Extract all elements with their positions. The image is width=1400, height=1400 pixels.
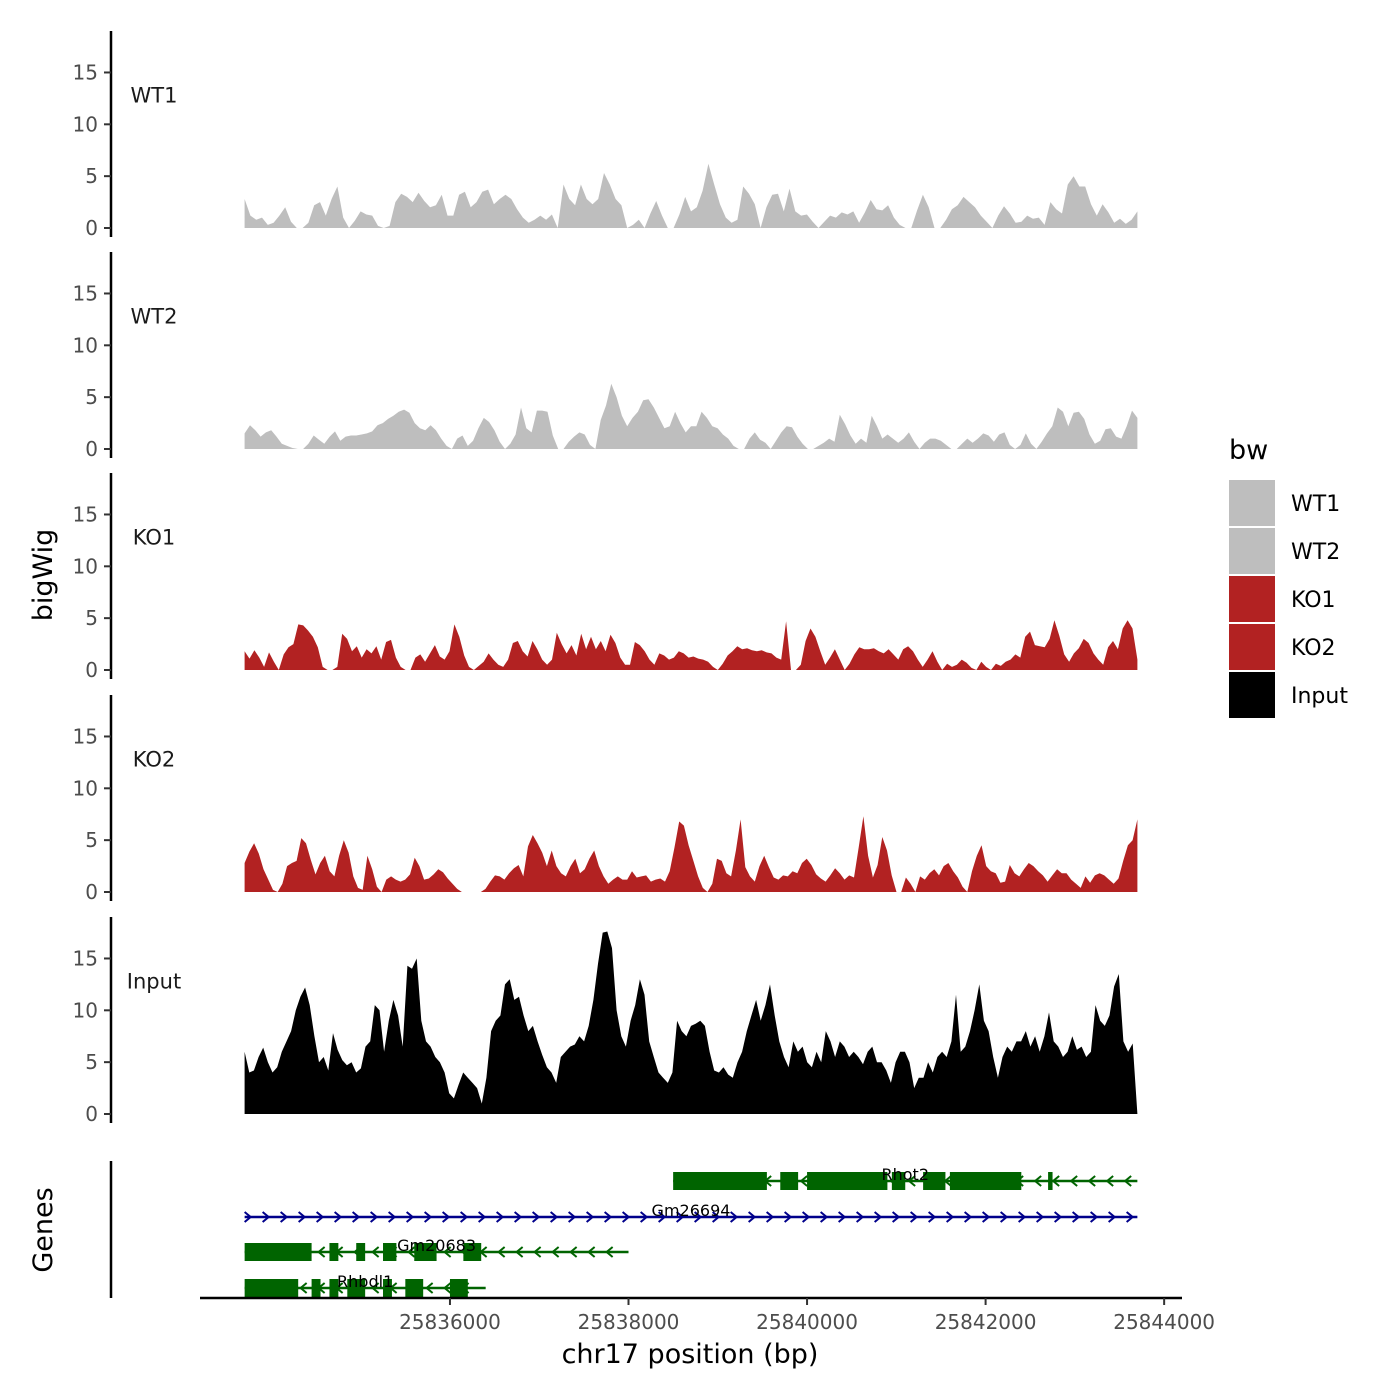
genome-track-figure: 0 5 10 15 WT1 0 5 10 15 WT2 0 5 10 15 KO1 0 5 10 15 KO2 0 5 10… <box>0 0 1400 1400</box>
y-tick-label: 15 <box>73 281 98 305</box>
x-axis-title: chr17 position (bp) <box>562 1339 819 1370</box>
exon <box>329 1243 338 1261</box>
track-KO1: 0 5 10 15 KO1 <box>73 473 1138 682</box>
gene-Rhbdl1: Rhbdl1 <box>245 1272 486 1297</box>
legend-label: Input <box>1291 684 1348 709</box>
legend-label: KO1 <box>1291 588 1336 613</box>
legend-label: WT1 <box>1291 492 1340 517</box>
track-label: KO2 <box>133 747 176 771</box>
area-KO2 <box>245 816 1138 892</box>
legend: bw WT1 WT2 KO1 KO2 Input <box>1229 435 1348 718</box>
gene-Gm26694: Gm26694 <box>245 1201 1138 1222</box>
y-tick-label: 5 <box>85 164 98 188</box>
area-KO1 <box>245 620 1138 670</box>
exon <box>405 1279 423 1297</box>
track-KO2: 0 5 10 15 KO2 <box>73 695 1138 904</box>
exon <box>312 1279 321 1297</box>
y-tick-label: 10 <box>73 333 98 357</box>
y-tick-label: 15 <box>73 60 98 84</box>
legend-item-Input: Input <box>1229 672 1348 718</box>
y-tick-label: 0 <box>85 437 98 461</box>
legend-item-KO1: KO1 <box>1229 576 1336 622</box>
gene-Gm20683: Gm20683 <box>245 1236 629 1261</box>
genes-axis-title: Genes <box>28 1187 59 1272</box>
track-label: KO1 <box>133 525 176 549</box>
exon <box>807 1172 887 1190</box>
x-tick-label: 25836000 <box>399 1310 501 1334</box>
gene-label: Gm26694 <box>652 1201 731 1220</box>
x-tick-label: 25838000 <box>578 1310 680 1334</box>
exon <box>950 1172 1021 1190</box>
legend-label: WT2 <box>1291 540 1340 565</box>
gene-label: Gm20683 <box>397 1236 476 1255</box>
track-label: Input <box>127 969 181 993</box>
y-tick-label: 15 <box>73 502 98 526</box>
exon <box>450 1279 468 1297</box>
y-tick-label: 5 <box>85 1050 98 1074</box>
y-tick-label: 10 <box>73 112 98 136</box>
legend-swatch <box>1229 672 1275 718</box>
gene-track: Rhot2 Gm26694 Gm20683Rhbdl1 <box>111 1161 1137 1298</box>
x-tick-label: 25842000 <box>935 1310 1037 1334</box>
signal-tracks: 0 5 10 15 WT1 0 5 10 15 WT2 0 5 10 15 KO1 0 5 10 15 KO2 0 5 10… <box>73 31 1138 1126</box>
y-tick-label: 10 <box>73 776 98 800</box>
exon <box>780 1172 798 1190</box>
legend-item-WT1: WT1 <box>1229 480 1340 526</box>
y-tick-label: 15 <box>73 724 98 748</box>
legend-item-KO2: KO2 <box>1229 624 1336 670</box>
exon <box>1048 1172 1052 1190</box>
track-label: WT2 <box>131 304 178 328</box>
legend-title: bw <box>1229 435 1268 466</box>
track-Input: 0 5 10 15 Input <box>73 917 1138 1126</box>
y-tick-label: 0 <box>85 658 98 682</box>
track-WT2: 0 5 10 15 WT2 <box>73 252 1138 461</box>
y-tick-label: 10 <box>73 998 98 1022</box>
area-WT2 <box>245 384 1138 449</box>
legend-item-WT2: WT2 <box>1229 528 1340 574</box>
legend-swatch <box>1229 624 1275 670</box>
y-tick-label: 0 <box>85 880 98 904</box>
exon <box>356 1243 365 1261</box>
area-Input <box>245 932 1138 1115</box>
area-WT1 <box>245 164 1138 228</box>
gene-Rhot2: Rhot2 <box>673 1165 1137 1190</box>
y-tick-label: 0 <box>85 1102 98 1126</box>
exon <box>673 1172 767 1190</box>
x-axis: 25836000 25838000 25840000 25842000 25844000 <box>200 1298 1215 1334</box>
y-tick-label: 10 <box>73 554 98 578</box>
track-WT1: 0 5 10 15 WT1 <box>73 31 1138 240</box>
gene-label: Rhot2 <box>882 1165 930 1184</box>
y-tick-label: 15 <box>73 946 98 970</box>
legend-swatch <box>1229 528 1275 574</box>
track-label: WT1 <box>131 83 178 107</box>
y-axis-title: bigWig <box>28 529 59 622</box>
y-tick-label: 5 <box>85 385 98 409</box>
legend-swatch <box>1229 480 1275 526</box>
y-tick-label: 0 <box>85 216 98 240</box>
gene-label: Rhbdl1 <box>337 1272 393 1291</box>
exon <box>383 1243 396 1261</box>
legend-swatch <box>1229 576 1275 622</box>
y-tick-label: 5 <box>85 606 98 630</box>
legend-label: KO2 <box>1291 636 1336 661</box>
x-tick-label: 25844000 <box>1113 1310 1215 1334</box>
x-tick-label: 25840000 <box>756 1310 858 1334</box>
exon <box>245 1243 312 1261</box>
exon <box>245 1279 299 1297</box>
y-tick-label: 5 <box>85 828 98 852</box>
